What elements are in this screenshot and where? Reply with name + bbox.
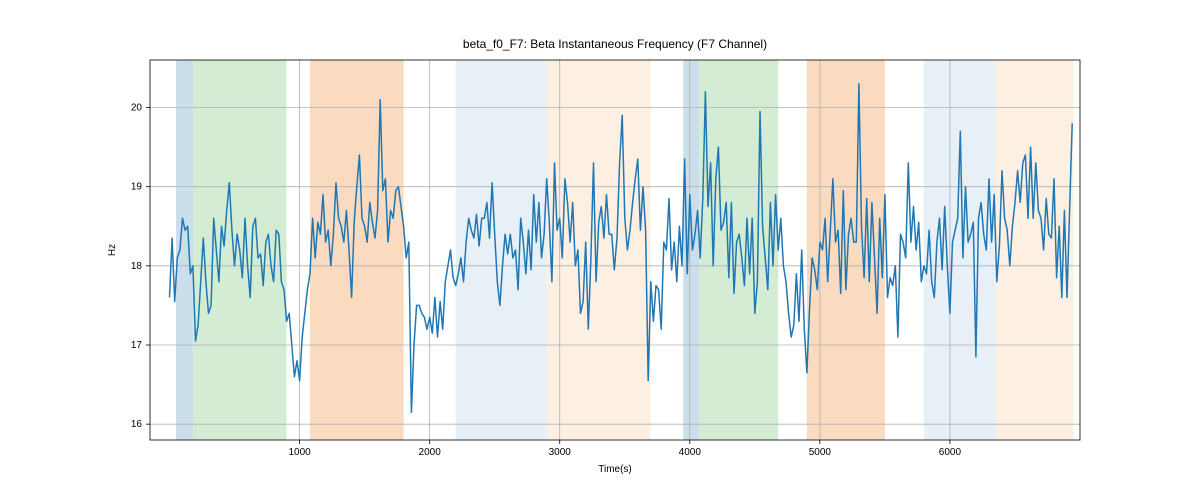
y-tick-label: 17 xyxy=(131,340,143,351)
shaded-band xyxy=(924,60,996,440)
y-axis-label: Hz xyxy=(107,244,118,256)
x-ticks: 1000 2000 3000 4000 5000 6000 xyxy=(288,440,961,458)
y-ticks: 16 17 18 19 20 xyxy=(131,103,150,431)
y-tick-label: 19 xyxy=(131,182,143,193)
x-tick-label: 1000 xyxy=(288,447,311,458)
chart-container: 1000 2000 3000 4000 5000 6000 16 17 18 19 20 beta… xyxy=(0,0,1200,500)
shaded-band xyxy=(995,60,1073,440)
line-chart: 1000 2000 3000 4000 5000 6000 16 17 18 19 20 beta… xyxy=(0,0,1200,500)
x-tick-label: 4000 xyxy=(679,447,702,458)
x-tick-label: 5000 xyxy=(809,447,832,458)
shaded-band xyxy=(176,60,193,440)
shaded-band xyxy=(310,60,404,440)
x-tick-label: 6000 xyxy=(939,447,962,458)
x-tick-label: 2000 xyxy=(419,447,442,458)
y-tick-label: 20 xyxy=(131,103,143,114)
shaded-band xyxy=(807,60,885,440)
shaded-band xyxy=(699,60,778,440)
y-tick-label: 16 xyxy=(131,419,143,430)
y-tick-label: 18 xyxy=(131,261,143,272)
x-axis-label: Time(s) xyxy=(598,464,632,475)
chart-title: beta_f0_F7: Beta Instantaneous Frequency… xyxy=(463,37,767,51)
shaded-band xyxy=(456,60,547,440)
x-tick-label: 3000 xyxy=(549,447,572,458)
shaded-band xyxy=(683,60,699,440)
